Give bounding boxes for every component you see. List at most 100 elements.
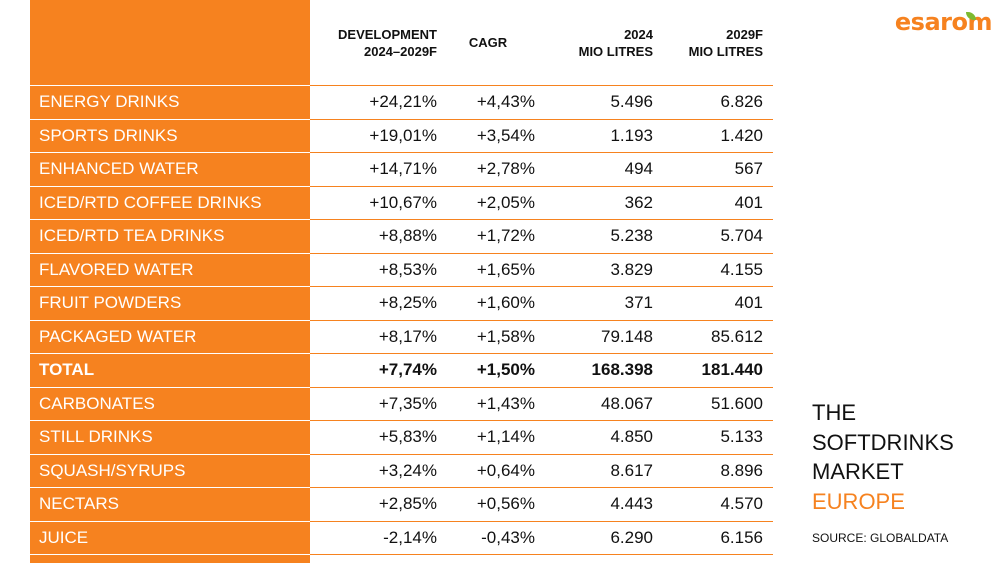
value-cell-development: +7,35% bbox=[310, 387, 439, 421]
softdrinks-market-table: DEVELOPMENT 2024–2029F CAGR 2024 MIO LIT… bbox=[30, 0, 773, 555]
value-cell-cagr: +0,56% bbox=[439, 487, 537, 522]
header-2029f: 2029F MIO LITRES bbox=[655, 0, 773, 86]
value-cell-y2024: 4.443 bbox=[537, 487, 655, 522]
table-body: ENERGY DRINKS +24,21% +4,43% 5.496 6.826 SPOR… bbox=[30, 85, 773, 555]
value-cell-cagr: +2,05% bbox=[439, 186, 537, 220]
category-name-cell: PACKAGED WATER bbox=[30, 320, 310, 354]
table-row: JUICE -2,14% -0,43% 6.290 6.156 bbox=[30, 521, 773, 555]
value-cell-y2024: 3.829 bbox=[537, 253, 655, 287]
value-cell-development: +3,24% bbox=[310, 454, 439, 488]
value-cell-y2024: 371 bbox=[537, 286, 655, 321]
value-cell-cagr: +1,50% bbox=[439, 353, 537, 388]
header-development: DEVELOPMENT 2024–2029F bbox=[310, 0, 439, 86]
table-row: FRUIT POWDERS +8,25% +1,60% 371 401 bbox=[30, 286, 773, 321]
side-title: THE SOFTDRINKS MARKET EUROPE bbox=[812, 398, 954, 516]
value-cell-y2029: 6.156 bbox=[655, 521, 773, 555]
value-cell-y2029: 5.133 bbox=[655, 420, 773, 455]
value-cell-y2024: 1.193 bbox=[537, 119, 655, 153]
value-cell-development: +8,53% bbox=[310, 253, 439, 287]
table-row: ENHANCED WATER +14,71% +2,78% 494 567 bbox=[30, 152, 773, 187]
value-cell-cagr: +1,72% bbox=[439, 219, 537, 254]
table-row: SQUASH/SYRUPS +3,24% +0,64% 8.617 8.896 bbox=[30, 454, 773, 488]
table-row-total: TOTAL +7,74% +1,50% 168.398 181.440 bbox=[30, 353, 773, 388]
value-cell-development: +7,74% bbox=[310, 353, 439, 388]
table-row: PACKAGED WATER +8,17% +1,58% 79.148 85.612 bbox=[30, 320, 773, 354]
category-name-cell: JUICE bbox=[30, 521, 310, 555]
category-name-cell: ICED/RTD COFFEE DRINKS bbox=[30, 186, 310, 220]
header-development-line1: DEVELOPMENT bbox=[338, 26, 437, 42]
side-title-region: EUROPE bbox=[812, 488, 905, 514]
leaf-icon bbox=[966, 12, 976, 20]
header-cagr-label: CAGR bbox=[468, 35, 508, 50]
header-2029f-line2: MIO LITRES bbox=[688, 43, 763, 59]
value-cell-development: +14,71% bbox=[310, 152, 439, 187]
value-cell-y2024: 4.850 bbox=[537, 420, 655, 455]
value-cell-y2029: 181.440 bbox=[655, 353, 773, 388]
header-corner bbox=[30, 0, 310, 86]
value-cell-y2029: 4.155 bbox=[655, 253, 773, 287]
category-name-cell: SPORTS DRINKS bbox=[30, 119, 310, 153]
table-header-row: DEVELOPMENT 2024–2029F CAGR 2024 MIO LIT… bbox=[30, 0, 773, 86]
value-cell-cagr: -0,43% bbox=[439, 521, 537, 555]
source-note: SOURCE: GLOBALDATA bbox=[812, 531, 949, 545]
category-name-cell: CARBONATES bbox=[30, 387, 310, 421]
side-title-line1: THE bbox=[812, 400, 856, 425]
category-name-cell: ENERGY DRINKS bbox=[30, 85, 310, 120]
value-cell-development: +19,01% bbox=[310, 119, 439, 153]
value-cell-y2029: 5.704 bbox=[655, 219, 773, 254]
table-row: SPORTS DRINKS +19,01% +3,54% 1.193 1.420 bbox=[30, 119, 773, 153]
value-cell-y2029: 6.826 bbox=[655, 85, 773, 120]
value-cell-y2024: 494 bbox=[537, 152, 655, 187]
logo-text: esarom bbox=[894, 8, 993, 36]
table-row: NECTARS +2,85% +0,56% 4.443 4.570 bbox=[30, 487, 773, 522]
table-row: ICED/RTD COFFEE DRINKS +10,67% +2,05% 362 40… bbox=[30, 186, 773, 220]
category-name-cell: FLAVORED WATER bbox=[30, 253, 310, 287]
value-cell-cagr: +1,60% bbox=[439, 286, 537, 321]
header-2024: 2024 MIO LITRES bbox=[537, 0, 655, 86]
value-cell-y2029: 85.612 bbox=[655, 320, 773, 354]
header-development-line2: 2024–2029F bbox=[363, 43, 437, 59]
table-row: ENERGY DRINKS +24,21% +4,43% 5.496 6.826 bbox=[30, 85, 773, 120]
header-2024-line2: MIO LITRES bbox=[578, 43, 653, 59]
header-2024-line1: 2024 bbox=[624, 26, 653, 42]
value-cell-development: +8,17% bbox=[310, 320, 439, 354]
header-cagr: CAGR bbox=[439, 0, 537, 86]
value-cell-y2029: 401 bbox=[655, 286, 773, 321]
table-row: STILL DRINKS +5,83% +1,14% 4.850 5.133 bbox=[30, 420, 773, 455]
value-cell-y2024: 5.496 bbox=[537, 85, 655, 120]
value-cell-y2024: 48.067 bbox=[537, 387, 655, 421]
value-cell-development: +24,21% bbox=[310, 85, 439, 120]
table-row: CARBONATES +7,35% +1,43% 48.067 51.600 bbox=[30, 387, 773, 421]
value-cell-y2024: 362 bbox=[537, 186, 655, 220]
esarom-logo: esarom bbox=[894, 8, 993, 36]
value-cell-y2029: 8.896 bbox=[655, 454, 773, 488]
side-title-line2: SOFTDRINKS bbox=[812, 429, 954, 455]
value-cell-y2029: 567 bbox=[655, 152, 773, 187]
value-cell-cagr: +0,64% bbox=[439, 454, 537, 488]
value-cell-cagr: +3,54% bbox=[439, 119, 537, 153]
category-name-cell: TOTAL bbox=[30, 353, 310, 388]
value-cell-development: +5,83% bbox=[310, 420, 439, 455]
value-cell-y2029: 1.420 bbox=[655, 119, 773, 153]
value-cell-cagr: +2,78% bbox=[439, 152, 537, 187]
value-cell-y2024: 8.617 bbox=[537, 454, 655, 488]
value-cell-y2024: 6.290 bbox=[537, 521, 655, 555]
value-cell-development: -2,14% bbox=[310, 521, 439, 555]
category-name-cell: SQUASH/SYRUPS bbox=[30, 454, 310, 488]
value-cell-development: +2,85% bbox=[310, 487, 439, 522]
value-cell-cagr: +1,65% bbox=[439, 253, 537, 287]
category-name-cell: NECTARS bbox=[30, 487, 310, 522]
table-row: FLAVORED WATER +8,53% +1,65% 3.829 4.155 bbox=[30, 253, 773, 287]
value-cell-y2024: 79.148 bbox=[537, 320, 655, 354]
category-name-cell: STILL DRINKS bbox=[30, 420, 310, 455]
value-cell-cagr: +1,43% bbox=[439, 387, 537, 421]
category-name-cell: ICED/RTD TEA DRINKS bbox=[30, 219, 310, 254]
value-cell-y2024: 5.238 bbox=[537, 219, 655, 254]
header-2029f-line1: 2029F bbox=[726, 26, 763, 42]
category-name-cell: ENHANCED WATER bbox=[30, 152, 310, 187]
value-cell-y2029: 51.600 bbox=[655, 387, 773, 421]
value-cell-cagr: +4,43% bbox=[439, 85, 537, 120]
table-row: ICED/RTD TEA DRINKS +8,88% +1,72% 5.238 5.70… bbox=[30, 219, 773, 254]
value-cell-development: +10,67% bbox=[310, 186, 439, 220]
value-cell-y2029: 4.570 bbox=[655, 487, 773, 522]
